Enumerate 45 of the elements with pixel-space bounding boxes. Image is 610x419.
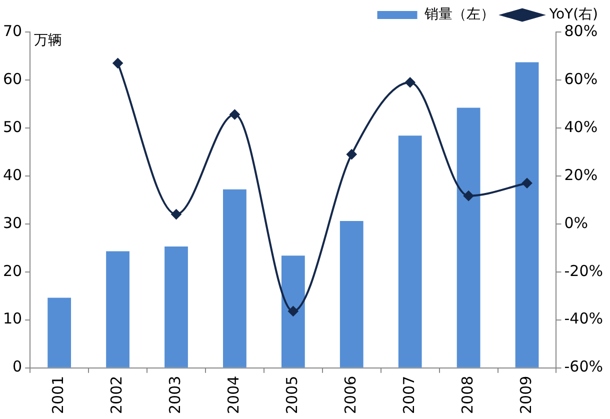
point	[112, 58, 123, 68]
y2-tick-label: -40%	[564, 310, 604, 328]
bar	[340, 221, 364, 368]
x-tick-label: 2001	[49, 376, 68, 414]
y2-tick-label: 20%	[564, 166, 598, 184]
bar	[281, 256, 305, 368]
y-tick-label: 40	[2, 166, 22, 184]
x-tick-label: 2009	[516, 376, 535, 414]
y2-tick-label: 60%	[564, 70, 598, 88]
x-tick-label: 2008	[458, 376, 476, 414]
y-tick-label: 70	[2, 22, 22, 40]
y2-tick-label: -60%	[564, 358, 604, 376]
y2-tick-label: 80%	[564, 22, 598, 40]
y-tick-label: 10	[2, 310, 22, 328]
bar	[398, 136, 422, 368]
point	[346, 149, 357, 160]
point	[464, 190, 474, 201]
point	[522, 178, 532, 188]
y2-tick-label: 0%	[564, 214, 588, 232]
x-tick-label: 2003	[166, 376, 184, 414]
point	[405, 77, 416, 88]
y2-tick-label: 40%	[564, 118, 598, 136]
x-tick-label: 2004	[224, 376, 243, 414]
bar	[48, 298, 72, 368]
bar	[515, 62, 539, 368]
bar	[106, 251, 130, 368]
legend-label: 销量（左）	[423, 6, 494, 23]
x-tick-label: 2006	[342, 376, 360, 414]
y-axis-title: 万辆	[34, 32, 62, 49]
bar	[456, 108, 480, 368]
bar	[223, 189, 246, 368]
y-tick-label: 60	[2, 70, 22, 88]
y-tick-label: 30	[2, 214, 22, 232]
point	[171, 209, 182, 220]
point	[230, 110, 240, 120]
y-tick-label: 0	[12, 358, 22, 376]
y-tick-label: 50	[2, 118, 22, 136]
x-tick-label: 2007	[400, 376, 418, 414]
legend-label: YoY(右)	[548, 6, 598, 23]
bar	[164, 246, 188, 368]
x-tick-label: 2005	[283, 376, 302, 414]
y-tick-label: 20	[2, 262, 22, 280]
point	[288, 306, 298, 316]
x-tick-label: 2002	[108, 376, 126, 414]
y2-tick-label: -20%	[564, 262, 604, 280]
